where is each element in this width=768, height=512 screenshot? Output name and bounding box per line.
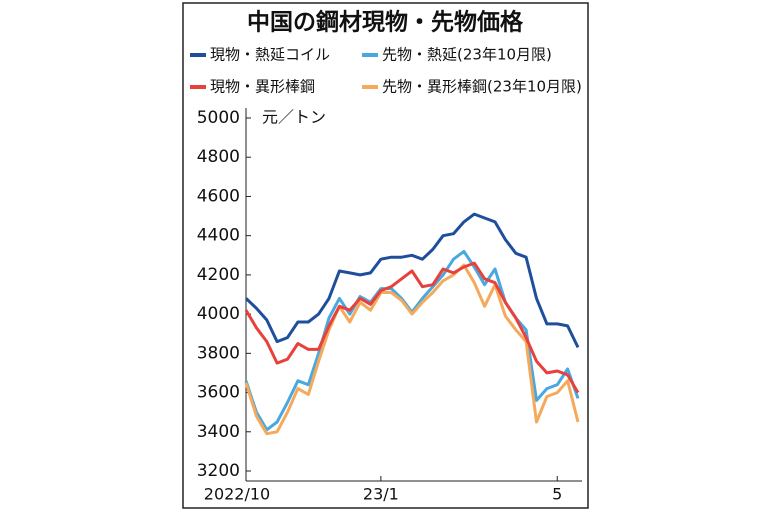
y-tick-label: 3200 [197,461,240,481]
y-tick-label: 3600 [197,383,240,403]
series-line [244,263,580,436]
y-tick-label: 4200 [197,265,240,285]
legend-label: 現物・熱延コイル [210,46,330,64]
legend-label: 先物・異形棒鋼(23年10月限) [382,78,582,96]
x-tick-label: 23/1 [363,485,399,504]
x-tick-label: 5 [552,485,562,504]
x-tick-label: 2022/10 [204,485,270,504]
series-line [244,212,580,349]
frame [182,2,589,509]
y-tick-label: 3400 [197,422,240,442]
y-tick-label: 4000 [197,304,240,324]
legend-label: 先物・熱延(23年10月限) [382,46,552,64]
y-tick-label: 4600 [197,186,240,206]
y-tick-label: 5000 [197,108,240,128]
series-line [244,261,580,394]
y-tick-label: 4400 [197,226,240,246]
y-unit: 元／トン [262,108,326,127]
y-tick-label: 4800 [197,147,240,167]
chart-title: 中国の鋼材現物・先物価格 [247,9,524,36]
y-tick-label: 3800 [197,343,240,363]
legend-label: 現物・異形棒鋼 [210,78,315,96]
